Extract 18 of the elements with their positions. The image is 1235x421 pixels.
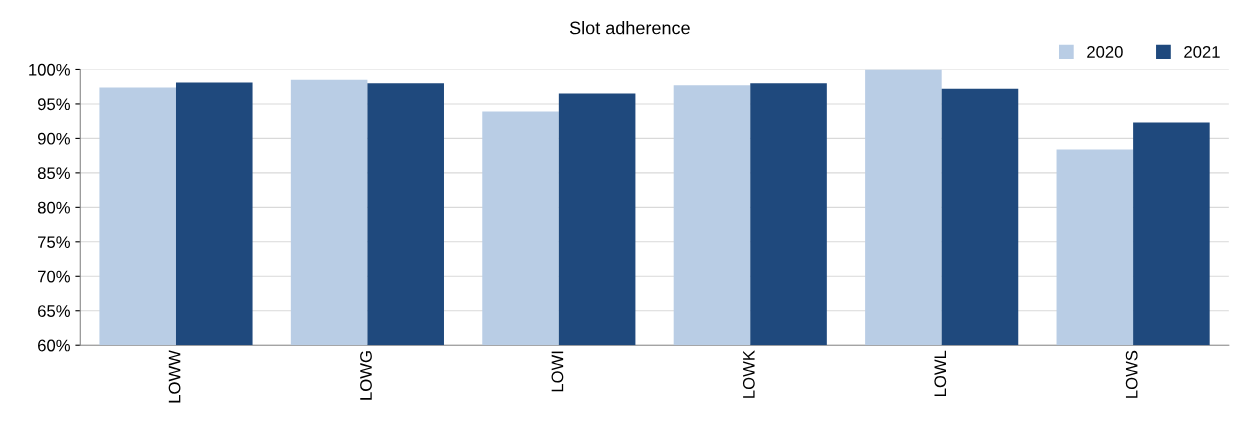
x-tick-label: LOWK bbox=[742, 350, 755, 398]
y-tick-label: 90% bbox=[37, 132, 70, 145]
x-tick-label: LOWG bbox=[360, 351, 372, 400]
y-tick-label: 100% bbox=[29, 63, 70, 76]
y-tick-label: 95% bbox=[37, 98, 70, 111]
y-tick-label: 65% bbox=[38, 305, 70, 317]
y-tick-label: 80% bbox=[37, 201, 70, 214]
y-tick-label: 70% bbox=[38, 270, 70, 283]
x-tick-label: LOWI bbox=[551, 351, 564, 392]
x-tick-label: LOWL bbox=[934, 350, 947, 396]
x-tick-label: LOWW bbox=[168, 350, 181, 403]
legend-label: 2021 bbox=[1184, 46, 1220, 58]
y-tick-label: 60% bbox=[38, 339, 70, 352]
legend-label: 2020 bbox=[1087, 46, 1123, 58]
y-tick-label: 85% bbox=[37, 167, 70, 180]
y-tick-label: 75% bbox=[38, 236, 70, 249]
chart-title: Slot adherence bbox=[569, 21, 690, 35]
x-tick-label: LOWS bbox=[1125, 350, 1138, 398]
